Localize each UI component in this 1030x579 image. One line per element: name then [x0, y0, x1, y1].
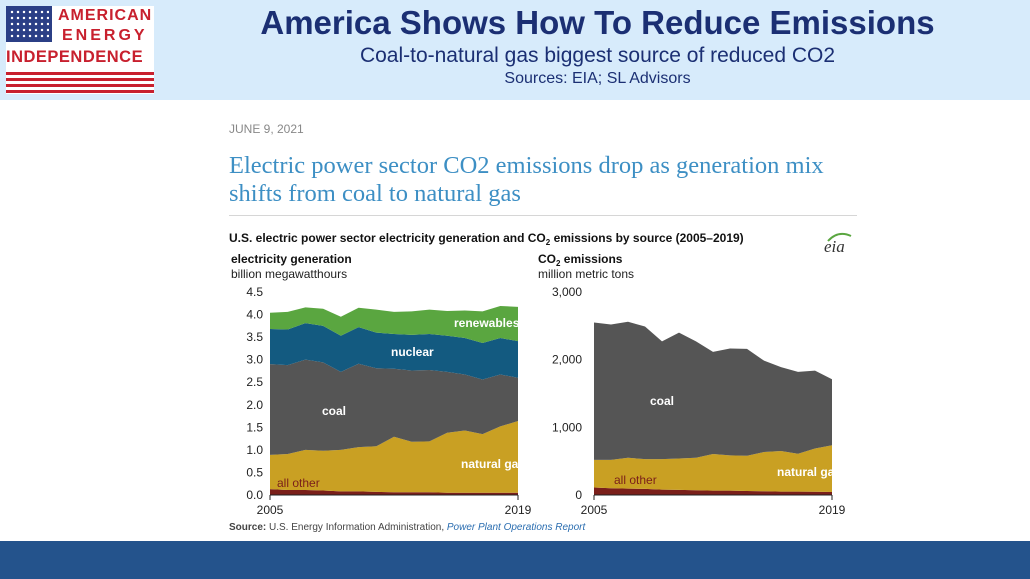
flag-canton [6, 6, 52, 42]
y-tick-label: 4.5 [246, 285, 263, 299]
area-natural-gas [594, 445, 832, 492]
eia-logo-swoosh [827, 232, 852, 242]
logo-word-energy: ENERGY [62, 27, 148, 44]
figure-title: U.S. electric power sector electricity g… [229, 231, 744, 247]
series-label-coal: coal [650, 394, 674, 408]
area-natural-gas [270, 421, 518, 493]
source-note: Source: U.S. Energy Information Administ… [229, 522, 587, 533]
series-label-all-other: all other [614, 473, 657, 487]
x-tick-label: 2019 [505, 503, 532, 517]
y-tick-label: 0 [575, 488, 582, 502]
panel1-title: electricity generation [231, 252, 352, 266]
header-banner: AMERICAN ENERGY INDEPENDENCE America Sho… [0, 0, 1030, 100]
y-tick-label: 1.5 [246, 420, 263, 434]
flag-stars [9, 9, 49, 39]
logo-word-independence: INDEPENDENCE [6, 48, 144, 66]
panel2-title: CO2 emissions [538, 252, 623, 268]
logo-word-american: AMERICAN [58, 7, 153, 24]
area-nuclear [270, 323, 518, 380]
y-tick-label: 3,000 [552, 285, 582, 299]
area-coal [270, 359, 518, 455]
y-tick-label: 2.0 [246, 398, 263, 412]
x-tick-label: 2019 [819, 503, 846, 517]
area-coal [594, 321, 832, 460]
slide-subtitle: Coal-to-natural gas biggest source of re… [359, 44, 836, 67]
y-tick-label: 0.0 [246, 488, 263, 502]
series-label-nuclear: nuclear [391, 345, 434, 359]
y-tick-label: 2.5 [246, 375, 263, 389]
panel2-ylabel: million metric tons [538, 267, 634, 281]
series-label-renewables: renewables [454, 316, 520, 330]
eia-logo-icon: eia [824, 237, 845, 256]
y-tick-label: 1,000 [552, 420, 582, 434]
slide-sources: Sources: EIA; SL Advisors [504, 70, 691, 87]
generation-panel: 0.0 0.5 1.0 1.5 2.0 2.5 3.0 3.5 4.0 4.5 2005 2019 al… [246, 285, 531, 517]
emissions-panel: 0 1,000 2,000 3,000 2005 2019 all other natural… [552, 285, 846, 517]
area-all-other [594, 487, 832, 495]
series-label-coal: coal [322, 404, 346, 418]
series-label-all-other: all other [277, 476, 320, 490]
area-renewables [270, 305, 518, 343]
article-date: JUNE 9, 2021 [229, 122, 304, 136]
y-tick-label: 1.0 [246, 443, 263, 457]
slide-title: America Shows How To Reduce Emissions [260, 4, 935, 41]
x-tick-label: 2005 [581, 503, 608, 517]
y-tick-label: 3.0 [246, 353, 263, 367]
y-tick-label: 0.5 [246, 465, 263, 479]
area-all-other [270, 489, 518, 495]
footer-bar [0, 541, 1030, 579]
series-label-natural-gas: natural gas [777, 465, 841, 479]
article-headline: Electric power sector CO2 emissions drop… [229, 152, 824, 207]
american-energy-independence-logo: AMERICAN ENERGY INDEPENDENCE [6, 6, 154, 94]
x-tick-label: 2005 [257, 503, 284, 517]
flag-stripes [6, 72, 154, 94]
y-tick-label: 4.0 [246, 308, 263, 322]
divider [229, 215, 857, 216]
y-tick-label: 2,000 [552, 353, 582, 367]
y-tick-label: 3.5 [246, 330, 263, 344]
emissions-figure: U.S. electric power sector electricity g… [229, 231, 852, 533]
series-label-natural-gas: natural gas [461, 457, 525, 471]
panel1-ylabel: billion megawatthours [231, 267, 347, 281]
